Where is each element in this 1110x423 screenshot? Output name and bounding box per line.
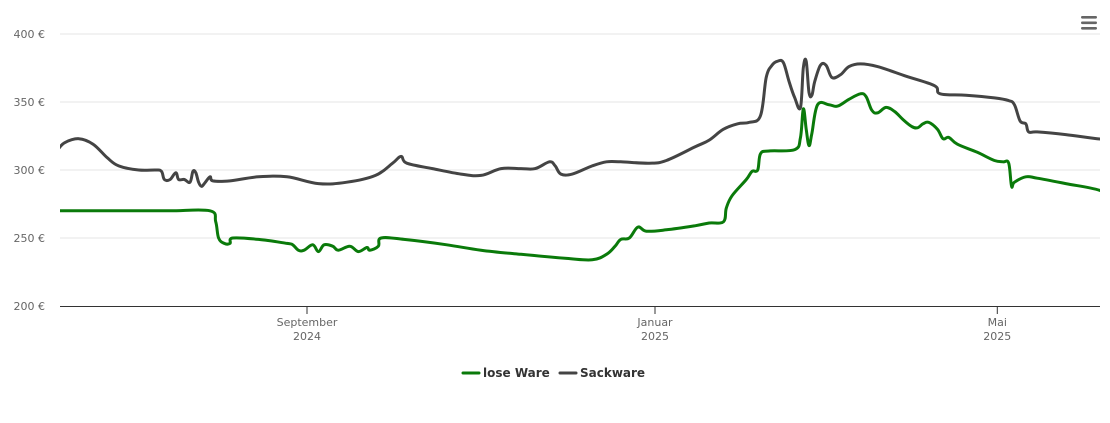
y-tick-label: 350 € <box>14 96 46 109</box>
x-tick-year-label: 2025 <box>983 330 1011 343</box>
x-tick-year-label: 2024 <box>293 330 321 343</box>
legend-item-lose-ware[interactable]: lose Ware <box>461 366 550 380</box>
y-axis-labels: 200 € 250 € 300 € 350 € 400 € <box>14 28 46 313</box>
menu-bar <box>1081 27 1097 30</box>
series-line-lose-ware[interactable] <box>45 92 1110 262</box>
series-line-sackware[interactable] <box>45 57 1110 188</box>
legend: lose Ware Sackware <box>461 366 645 380</box>
menu-bar <box>1081 21 1097 25</box>
y-tick-label: 250 € <box>14 232 46 245</box>
x-tick-month-label: Mai <box>988 316 1007 329</box>
x-tick-year-label: 2025 <box>641 330 669 343</box>
legend-label: Sackware <box>580 366 645 380</box>
y-tick-label: 200 € <box>14 300 46 313</box>
menu-bar <box>1081 16 1097 19</box>
legend-item-sackware[interactable]: Sackware <box>558 366 645 380</box>
series-lines <box>45 57 1110 262</box>
y-tick-label: 400 € <box>14 28 46 41</box>
x-tick-month-label: September <box>277 316 338 329</box>
hamburger-menu-icon[interactable] <box>1080 15 1098 31</box>
x-tick-month-label: Januar <box>636 316 673 329</box>
y-tick-label: 300 € <box>14 164 46 177</box>
legend-label: lose Ware <box>483 366 550 380</box>
grid-lines <box>60 33 1100 239</box>
